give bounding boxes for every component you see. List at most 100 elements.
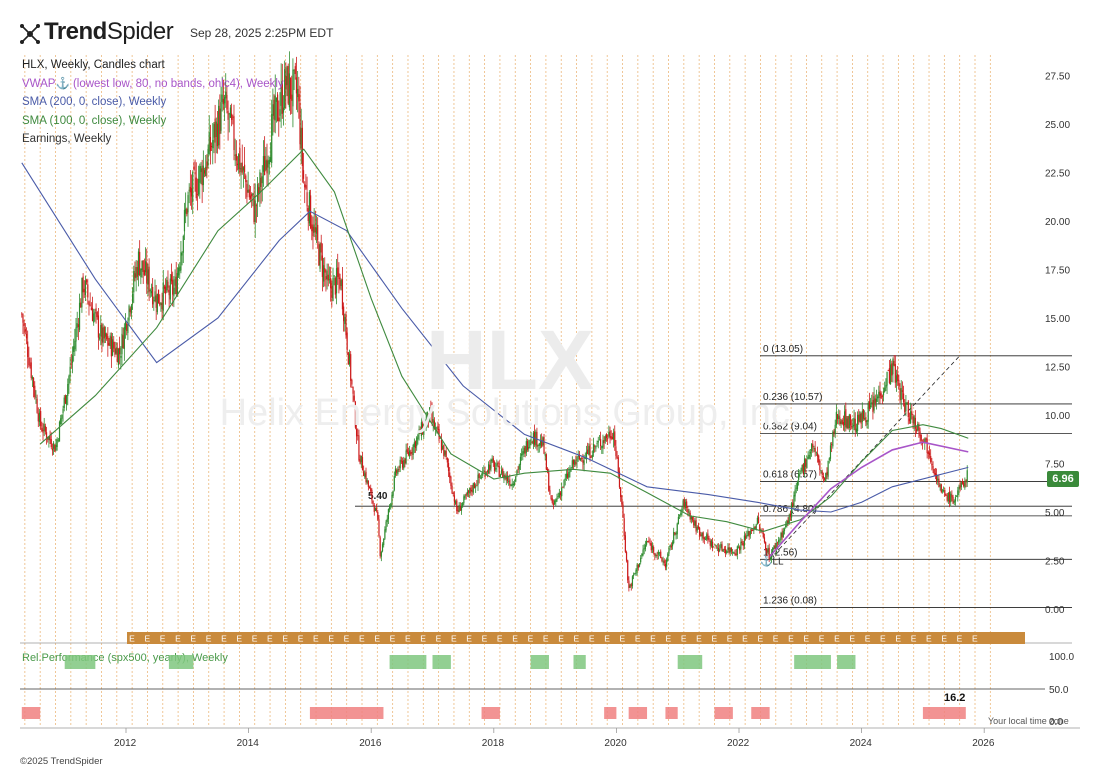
candle-body	[925, 438, 927, 440]
candle-body	[526, 441, 529, 450]
candle-body	[589, 444, 591, 458]
candle-body	[67, 384, 69, 397]
candle-body	[104, 332, 107, 337]
candle-body	[318, 244, 320, 266]
candle-body	[739, 546, 741, 551]
candle-body	[70, 363, 72, 365]
candle-body	[295, 77, 298, 94]
legend-earnings[interactable]: Earnings, Weekly	[22, 133, 112, 145]
candle-body	[578, 454, 580, 460]
rel-negative-area	[309, 707, 384, 719]
candle-body	[952, 496, 954, 504]
candle-body	[32, 377, 35, 388]
candle-body	[489, 465, 491, 471]
candle-body	[37, 413, 39, 422]
candle-body	[377, 512, 379, 520]
candle-body	[773, 546, 775, 548]
candle-body	[610, 436, 612, 439]
candle-body	[636, 564, 638, 572]
candle-body	[35, 397, 37, 399]
candle-body	[873, 396, 875, 411]
candle-body	[515, 476, 517, 482]
candle-body	[245, 175, 247, 183]
candle-body	[752, 529, 754, 531]
candle-body	[819, 460, 821, 471]
candle-body	[207, 148, 209, 166]
candle-body	[590, 456, 592, 458]
candle-body	[227, 110, 229, 120]
rel-performance-label: Rel.Performance (spx500, yearly), Weekly	[22, 652, 228, 664]
candle-body	[668, 548, 670, 554]
candle-body	[235, 154, 237, 161]
candle-body	[650, 543, 652, 551]
rel-positive-area	[432, 655, 451, 669]
candle-body	[853, 417, 855, 426]
earnings-marker: E	[436, 634, 442, 644]
candle-body	[273, 99, 275, 120]
candle-body	[682, 500, 684, 508]
candle-body	[304, 184, 306, 188]
candle-body	[699, 527, 701, 536]
earnings-marker: E	[68, 634, 74, 644]
candle-body	[838, 415, 840, 419]
candle-body	[767, 548, 769, 553]
candle-body	[476, 485, 478, 487]
candle-body	[959, 485, 961, 489]
candle-body	[241, 162, 243, 173]
candle-body	[140, 268, 142, 278]
candle-body	[829, 445, 832, 459]
candle-body	[404, 458, 406, 464]
candle-body	[624, 535, 626, 552]
candle-body	[893, 361, 895, 366]
candle-body	[25, 333, 28, 339]
candle-body	[411, 452, 413, 454]
candle-body	[878, 391, 880, 398]
candle-body	[551, 498, 553, 503]
candle-body	[108, 343, 110, 345]
candle-body	[531, 441, 533, 443]
earnings-marker: E	[528, 634, 534, 644]
candle-body	[432, 419, 434, 424]
earnings-marker: E	[206, 634, 212, 644]
candle-body	[114, 348, 116, 355]
candle-body	[472, 483, 474, 493]
candle-body	[345, 313, 347, 336]
candle-body	[785, 525, 787, 528]
earnings-marker: E	[819, 634, 825, 644]
legend-sma200[interactable]: SMA (200, 0, close), Weekly	[22, 96, 167, 108]
indicator-lines	[21, 148, 969, 558]
candle-body	[371, 490, 373, 501]
candle-body	[860, 413, 862, 424]
legend-sma100[interactable]: SMA (100, 0, close), Weekly	[22, 114, 167, 127]
candle-body	[548, 472, 550, 491]
candle-body	[243, 164, 246, 173]
legend-vwap[interactable]: VWAP⚓ (lowest low, 80, no bands, ohlc4),…	[22, 77, 284, 90]
candle-body	[169, 278, 171, 300]
y-tick-label: 15.00	[1045, 314, 1070, 325]
candle-body	[24, 329, 26, 332]
candle-body	[68, 375, 70, 385]
candle-body	[847, 416, 849, 429]
candle-body	[941, 490, 944, 492]
candle-body	[388, 505, 391, 510]
candle-body	[919, 431, 921, 437]
candle-body	[512, 483, 514, 486]
local-time-label[interactable]: Your local time zone	[988, 716, 1069, 726]
candle-body	[667, 553, 669, 561]
candle-body	[367, 480, 369, 487]
candle-body	[251, 193, 253, 197]
candle-body	[620, 487, 622, 498]
candle-body	[633, 574, 635, 576]
candle-body	[887, 370, 889, 371]
candle-body	[616, 456, 618, 458]
earnings-marker: E	[313, 634, 319, 644]
candle-body	[222, 98, 224, 104]
candle-body	[571, 460, 573, 469]
candle-body	[146, 262, 148, 284]
candle-body	[267, 160, 269, 168]
candle-body	[194, 172, 196, 175]
candle-body	[381, 544, 384, 552]
candle-body	[509, 479, 511, 486]
candle-body	[308, 192, 311, 224]
